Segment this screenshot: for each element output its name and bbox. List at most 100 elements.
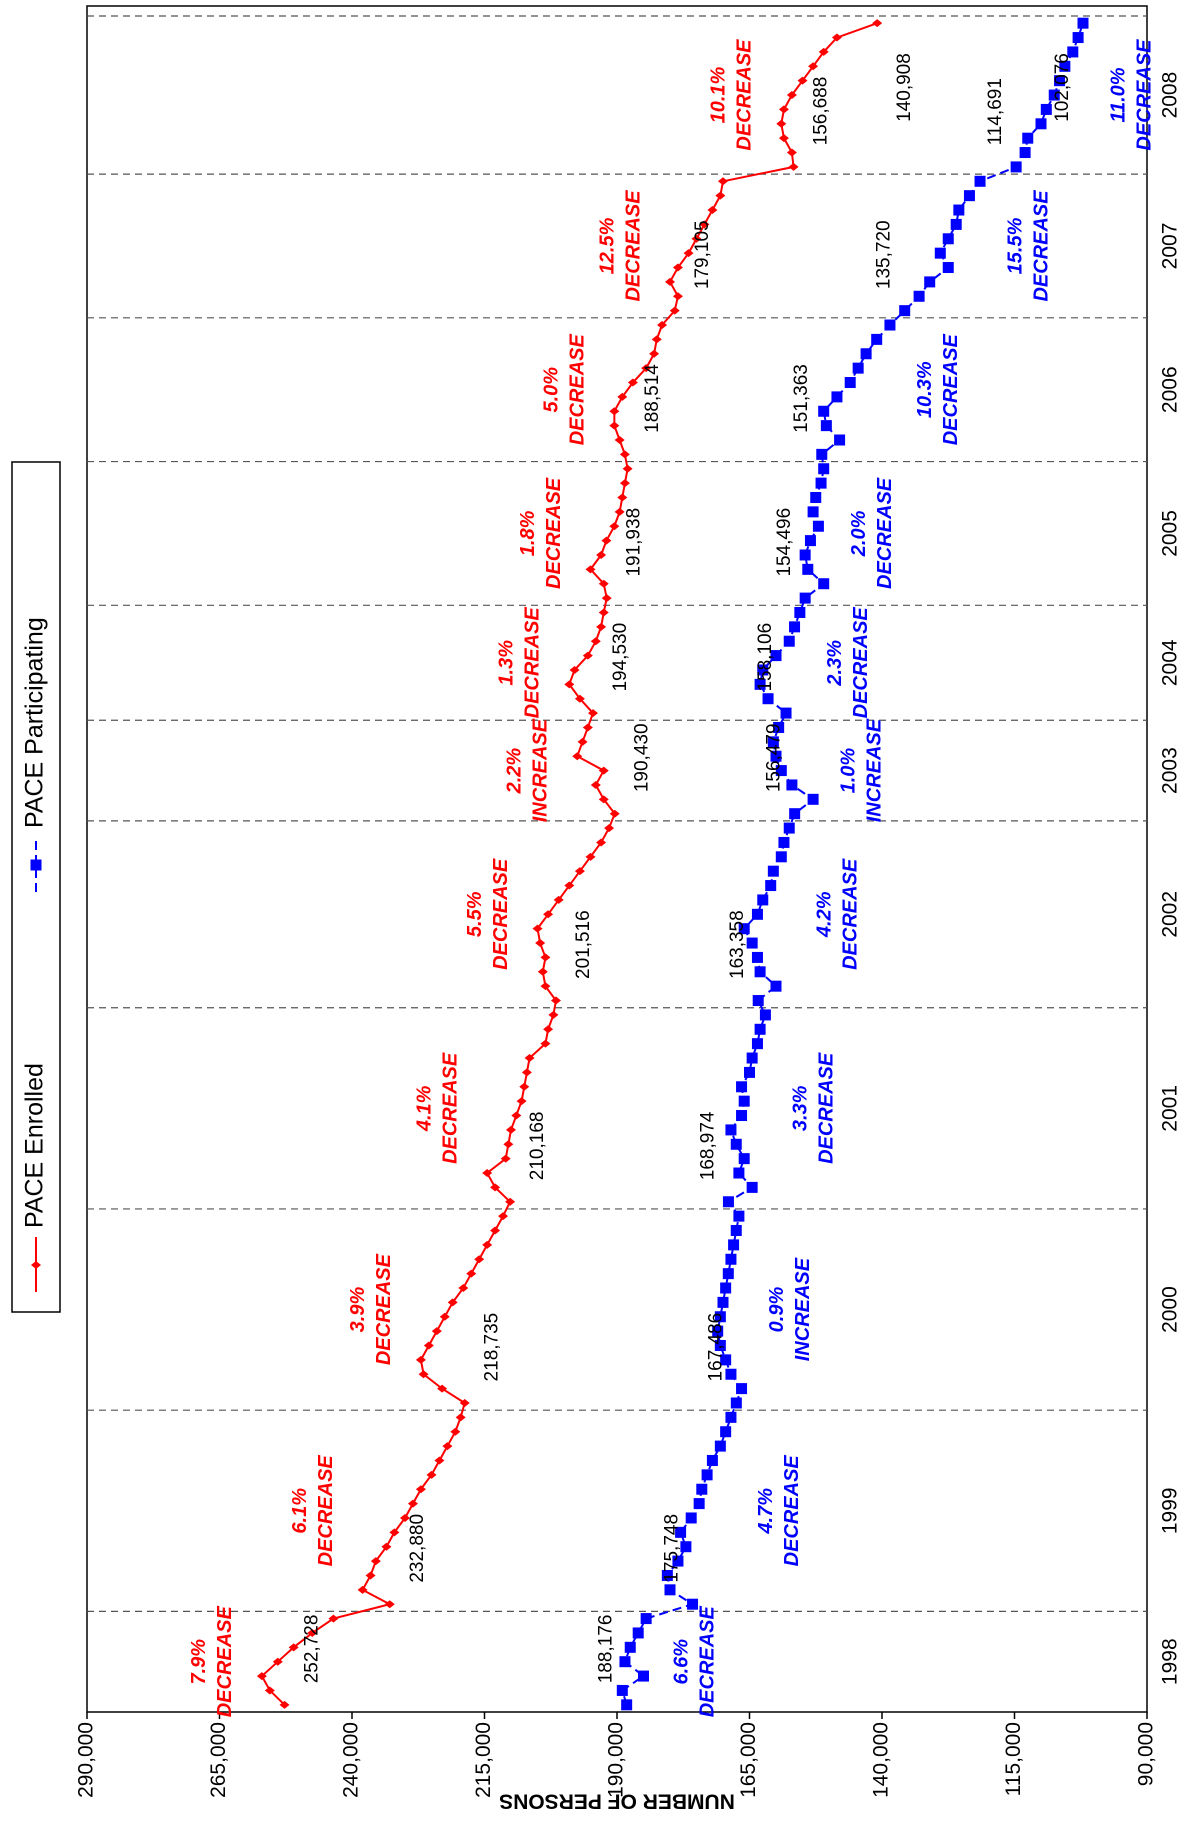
marker xyxy=(714,1440,726,1452)
change-annotation: 3.9% xyxy=(347,1287,369,1333)
marker xyxy=(802,563,814,575)
marker xyxy=(899,305,911,317)
change-annotation: DECREASE xyxy=(315,1455,337,1567)
marker xyxy=(706,1454,718,1466)
marker xyxy=(730,1138,742,1150)
marker xyxy=(757,664,769,676)
marker xyxy=(680,1541,692,1553)
change-annotation: 15.5% xyxy=(1004,217,1026,274)
series-line xyxy=(621,22,1084,1706)
marker xyxy=(746,1181,758,1193)
change-annotation: DECREASE xyxy=(816,1052,838,1164)
marker xyxy=(450,1427,461,1436)
marker xyxy=(738,923,750,935)
marker xyxy=(778,836,790,848)
marker xyxy=(389,1528,400,1537)
value-label: 114,691 xyxy=(985,78,1006,145)
change-annotation: 2.3% xyxy=(824,640,846,687)
marker xyxy=(548,1010,559,1019)
marker xyxy=(622,464,633,473)
marker xyxy=(714,1339,726,1351)
marker xyxy=(649,349,660,358)
marker xyxy=(582,651,593,660)
marker xyxy=(598,579,609,588)
marker xyxy=(598,608,609,617)
marker xyxy=(609,809,620,818)
marker xyxy=(458,1284,469,1292)
rotated-chart: 1998 1999 2000 2001 2002 2003 2004 2005 2006 2007… xyxy=(11,5,1182,1812)
change-annotation: DECREASE xyxy=(522,607,544,719)
change-annotation: INCREASE xyxy=(863,718,885,822)
change-annotation: DECREASE xyxy=(543,477,565,589)
marker xyxy=(746,937,758,949)
marker xyxy=(407,1499,418,1508)
marker xyxy=(482,1240,493,1249)
marker xyxy=(762,693,774,705)
marker xyxy=(672,1555,684,1567)
marker xyxy=(775,765,787,777)
change-annotation: INCREASE xyxy=(792,1257,814,1361)
marker xyxy=(640,1613,652,1625)
marker xyxy=(831,33,842,42)
marker xyxy=(381,1542,392,1551)
change-annotation: 4.7% xyxy=(755,1488,777,1535)
marker xyxy=(691,234,702,243)
value-label: 158,106 xyxy=(755,623,776,692)
marker xyxy=(609,421,620,430)
marker xyxy=(672,263,683,272)
y-tick-label: 90,000 xyxy=(1135,1722,1158,1786)
marker xyxy=(574,867,585,876)
marker xyxy=(751,951,763,963)
marker xyxy=(596,622,607,631)
change-annotation: DECREASE xyxy=(373,1253,395,1365)
change-annotation: 5.5% xyxy=(464,891,486,937)
marker xyxy=(585,565,596,574)
change-annotation: DECREASE xyxy=(874,477,896,589)
marker xyxy=(685,1512,697,1524)
marker xyxy=(767,865,779,877)
change-annotation: DECREASE xyxy=(490,858,512,970)
value-label: 201,516 xyxy=(573,910,594,979)
x-tick-label: 2000 xyxy=(1159,1286,1182,1333)
x-tick-label: 2002 xyxy=(1159,891,1182,938)
marker xyxy=(423,1341,434,1350)
change-annotation: 1.3% xyxy=(496,640,518,686)
marker xyxy=(797,76,808,85)
x-tick-label: 2006 xyxy=(1159,366,1182,413)
marker xyxy=(789,808,801,820)
marker xyxy=(776,119,787,128)
marker xyxy=(788,162,799,171)
marker xyxy=(746,1052,758,1064)
marker xyxy=(672,292,683,301)
marker xyxy=(942,262,954,274)
marker xyxy=(767,736,779,748)
marker xyxy=(553,895,564,904)
marker xyxy=(604,824,615,833)
value-label: 188,176 xyxy=(596,1615,617,1684)
marker xyxy=(1022,132,1034,144)
marker xyxy=(696,1483,708,1495)
marker xyxy=(503,1140,514,1149)
change-annotation: DECREASE xyxy=(1133,39,1155,151)
marker xyxy=(754,966,766,978)
change-annotation: DECREASE xyxy=(850,607,872,719)
marker xyxy=(577,737,588,746)
marker xyxy=(669,306,680,315)
marker xyxy=(780,707,792,719)
marker xyxy=(725,1368,737,1380)
marker xyxy=(661,1569,673,1581)
marker xyxy=(924,276,936,288)
change-annotation: 11.0% xyxy=(1107,67,1129,122)
y-axis-title: NUMBER OF PERSONS xyxy=(499,1789,735,1812)
marker xyxy=(820,420,832,432)
x-tick-label: 2008 xyxy=(1159,72,1182,119)
marker xyxy=(807,506,819,518)
marker xyxy=(609,522,620,531)
marker xyxy=(543,1025,554,1034)
marker xyxy=(598,766,609,775)
marker xyxy=(540,982,551,991)
change-annotation: 2.0% xyxy=(848,510,870,557)
marker xyxy=(466,1269,477,1278)
marker xyxy=(786,779,798,791)
marker xyxy=(810,491,822,503)
